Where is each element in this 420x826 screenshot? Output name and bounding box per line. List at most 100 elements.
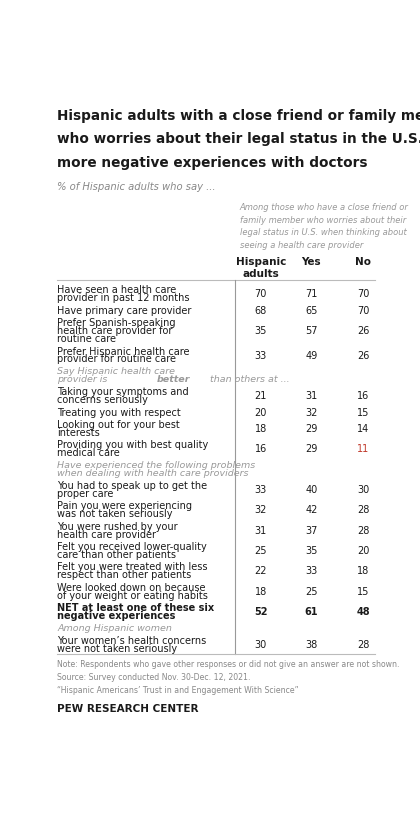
Text: were not taken seriously: were not taken seriously — [58, 644, 178, 654]
Text: 68: 68 — [255, 306, 267, 316]
Text: 18: 18 — [357, 567, 370, 577]
Text: You had to speak up to get the: You had to speak up to get the — [58, 481, 207, 491]
Text: 52: 52 — [254, 607, 268, 617]
Text: medical care: medical care — [58, 449, 120, 458]
Text: 33: 33 — [255, 485, 267, 495]
Text: 49: 49 — [305, 350, 318, 360]
Text: 35: 35 — [305, 546, 318, 556]
Text: Taking your symptoms and: Taking your symptoms and — [58, 387, 189, 397]
Text: family member who worries about their: family member who worries about their — [240, 216, 406, 225]
Text: Say Hispanic health care: Say Hispanic health care — [58, 367, 176, 376]
Text: 16: 16 — [357, 392, 370, 401]
Text: 70: 70 — [357, 289, 370, 300]
Text: Among those who have a close friend or: Among those who have a close friend or — [240, 203, 409, 211]
Text: No: No — [355, 258, 371, 268]
Text: better: better — [157, 375, 190, 384]
Text: 32: 32 — [305, 407, 318, 418]
Text: NET at least one of these six: NET at least one of these six — [58, 603, 215, 613]
Text: 26: 26 — [357, 326, 370, 336]
Text: Have primary care provider: Have primary care provider — [58, 306, 192, 316]
Text: 15: 15 — [357, 407, 370, 418]
Text: 37: 37 — [305, 525, 318, 536]
Text: 57: 57 — [305, 326, 318, 336]
Text: Have seen a health care: Have seen a health care — [58, 286, 177, 296]
Text: Source: Survey conducted Nov. 30-Dec. 12, 2021.: Source: Survey conducted Nov. 30-Dec. 12… — [58, 673, 251, 682]
Text: 18: 18 — [255, 586, 267, 597]
Text: 28: 28 — [357, 506, 370, 515]
Text: 11: 11 — [357, 444, 370, 454]
Text: Providing you with best quality: Providing you with best quality — [58, 440, 209, 450]
Text: Treating you with respect: Treating you with respect — [58, 407, 181, 418]
Text: 18: 18 — [255, 424, 267, 434]
Text: Have experienced the following problems: Have experienced the following problems — [58, 461, 256, 470]
Text: Yes: Yes — [302, 258, 321, 268]
Text: % of Hispanic adults who say ...: % of Hispanic adults who say ... — [58, 183, 216, 192]
Text: proper care: proper care — [58, 489, 114, 499]
Text: negative experiences: negative experiences — [58, 611, 176, 621]
Text: 30: 30 — [255, 640, 267, 650]
Text: You were rushed by your: You were rushed by your — [58, 522, 178, 532]
Text: Hispanic adults with a close friend or family member: Hispanic adults with a close friend or f… — [58, 109, 420, 122]
Text: 21: 21 — [255, 392, 267, 401]
Text: Your women’s health concerns: Your women’s health concerns — [58, 636, 207, 646]
Text: 48: 48 — [357, 607, 370, 617]
Text: care than other patients: care than other patients — [58, 550, 176, 560]
Text: 14: 14 — [357, 424, 370, 434]
Text: 31: 31 — [255, 525, 267, 536]
Text: provider for routine care: provider for routine care — [58, 354, 176, 364]
Text: Felt you received lower-quality: Felt you received lower-quality — [58, 542, 207, 552]
Text: 25: 25 — [255, 546, 267, 556]
Text: Among Hispanic women: Among Hispanic women — [58, 624, 172, 633]
Text: more negative experiences with doctors: more negative experiences with doctors — [58, 156, 368, 169]
Text: 25: 25 — [305, 586, 318, 597]
Text: 28: 28 — [357, 525, 370, 536]
Text: 31: 31 — [305, 392, 318, 401]
Text: Looking out for your best: Looking out for your best — [58, 420, 180, 430]
Text: respect than other patients: respect than other patients — [58, 571, 192, 581]
Text: 22: 22 — [255, 567, 267, 577]
Text: 32: 32 — [255, 506, 267, 515]
Text: concerns seriously: concerns seriously — [58, 395, 148, 406]
Text: 65: 65 — [305, 306, 318, 316]
Text: health care provider: health care provider — [58, 529, 156, 539]
Text: 70: 70 — [357, 306, 370, 316]
Text: interests: interests — [58, 428, 100, 438]
Text: was not taken seriously: was not taken seriously — [58, 510, 173, 520]
Text: 29: 29 — [305, 424, 318, 434]
Text: provider in past 12 months: provider in past 12 months — [58, 293, 190, 303]
Text: 30: 30 — [357, 485, 370, 495]
Text: than others at ...: than others at ... — [207, 375, 289, 384]
Text: 28: 28 — [357, 640, 370, 650]
Text: when dealing with health care providers: when dealing with health care providers — [58, 468, 249, 477]
Text: Prefer Spanish-speaking: Prefer Spanish-speaking — [58, 318, 176, 328]
Text: 29: 29 — [305, 444, 318, 454]
Text: legal status in U.S. when thinking about: legal status in U.S. when thinking about — [240, 228, 407, 237]
Text: seeing a health care provider: seeing a health care provider — [240, 241, 363, 250]
Text: 40: 40 — [305, 485, 318, 495]
Text: 38: 38 — [305, 640, 318, 650]
Text: 71: 71 — [305, 289, 318, 300]
Text: Hispanic
adults: Hispanic adults — [236, 258, 286, 279]
Text: Prefer Hispanic health care: Prefer Hispanic health care — [58, 347, 190, 357]
Text: 35: 35 — [255, 326, 267, 336]
Text: of your weight or eating habits: of your weight or eating habits — [58, 591, 208, 601]
Text: 61: 61 — [304, 607, 318, 617]
Text: 26: 26 — [357, 350, 370, 360]
Text: 33: 33 — [305, 567, 318, 577]
Text: 15: 15 — [357, 586, 370, 597]
Text: 16: 16 — [255, 444, 267, 454]
Text: 20: 20 — [255, 407, 267, 418]
Text: PEW RESEARCH CENTER: PEW RESEARCH CENTER — [58, 704, 199, 714]
Text: Pain you were experiencing: Pain you were experiencing — [58, 501, 192, 511]
Text: who worries about their legal status in the U.S. report: who worries about their legal status in … — [58, 132, 420, 146]
Text: Were looked down on because: Were looked down on because — [58, 583, 206, 593]
Text: provider is: provider is — [58, 375, 111, 384]
Text: 42: 42 — [305, 506, 318, 515]
Text: 70: 70 — [255, 289, 267, 300]
Text: health care provider for: health care provider for — [58, 326, 173, 336]
Text: Felt you were treated with less: Felt you were treated with less — [58, 563, 208, 572]
Text: 20: 20 — [357, 546, 370, 556]
Text: “Hispanic Americans’ Trust in and Engagement With Science”: “Hispanic Americans’ Trust in and Engage… — [58, 686, 299, 695]
Text: routine care: routine care — [58, 335, 116, 344]
Text: 33: 33 — [255, 350, 267, 360]
